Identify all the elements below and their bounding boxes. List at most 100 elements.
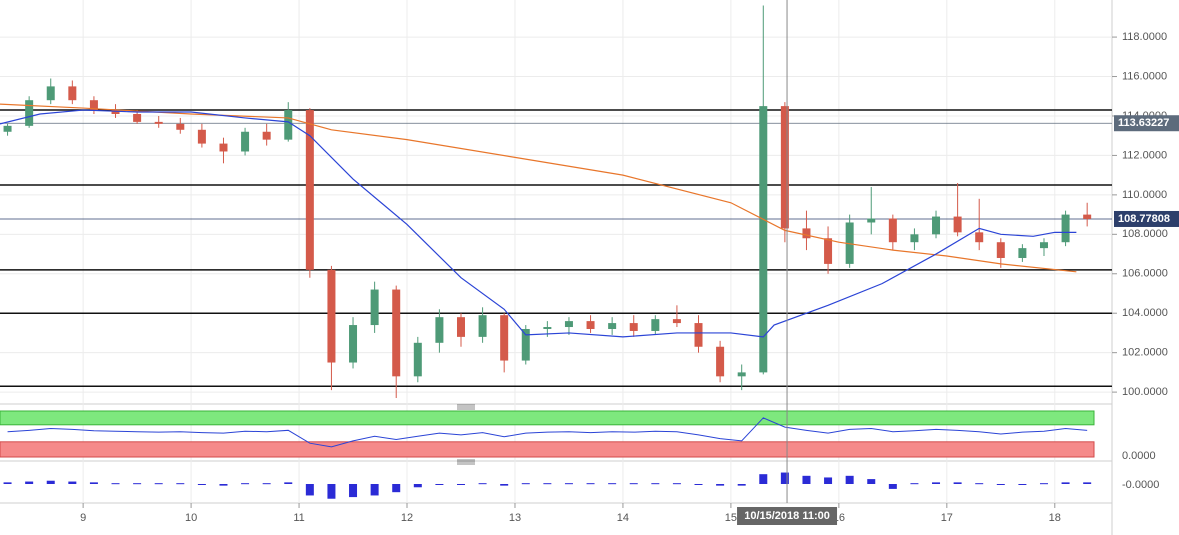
price-label: 113.63227 xyxy=(1118,117,1169,129)
price-label-box xyxy=(1114,115,1179,132)
candle-body xyxy=(737,372,746,377)
histogram-bar xyxy=(327,484,336,499)
histogram-bar xyxy=(521,483,530,485)
histogram-bar xyxy=(996,484,1005,485)
candle-body xyxy=(241,131,250,152)
histogram-bar xyxy=(176,483,185,485)
y-tick-label: 106.0000 xyxy=(1122,268,1168,280)
oscillator-tick-label: 0.0000 xyxy=(1122,450,1156,462)
histogram-bar xyxy=(694,484,703,485)
histogram-bar xyxy=(1061,482,1070,484)
candle-body xyxy=(1061,214,1070,243)
x-tick-label: 18 xyxy=(1049,512,1061,524)
candle-body xyxy=(500,315,509,361)
histogram-bar xyxy=(478,483,487,485)
candle-body xyxy=(824,238,833,264)
price-label-box xyxy=(1114,210,1179,227)
y-tick-label: 116.0000 xyxy=(1122,70,1167,82)
histogram-bar xyxy=(975,483,984,485)
histogram-bar xyxy=(111,483,120,485)
histogram-bar xyxy=(392,484,401,493)
candle-body xyxy=(716,346,725,377)
candle-body xyxy=(478,315,487,337)
candle-body xyxy=(586,321,595,329)
histogram-bar xyxy=(672,483,681,485)
x-tick-label: 10 xyxy=(185,512,197,524)
histogram-bar xyxy=(824,477,833,484)
histogram-bar xyxy=(349,484,358,498)
y-tick-label: 108.0000 xyxy=(1122,228,1168,240)
histogram-bar xyxy=(953,482,962,484)
histogram-bar xyxy=(910,483,919,485)
candle-body xyxy=(564,321,573,328)
candle-body xyxy=(154,121,163,124)
candle-body xyxy=(694,323,703,347)
x-tick-label: 12 xyxy=(401,512,413,524)
histogram-bar xyxy=(370,484,379,496)
histogram-bar xyxy=(500,484,509,486)
candle-body xyxy=(910,234,919,243)
candle-body xyxy=(68,86,77,101)
candle-body xyxy=(3,125,12,132)
histogram-bar xyxy=(3,482,12,484)
x-tick-label: 11 xyxy=(293,512,304,524)
candle-body xyxy=(1083,214,1092,219)
histogram-bar xyxy=(456,484,465,485)
candle-body xyxy=(219,143,228,152)
x-tick-label: 17 xyxy=(941,512,953,524)
histogram-bar xyxy=(780,472,789,484)
histogram-bar xyxy=(1083,482,1092,484)
candle-body xyxy=(1018,248,1027,258)
y-tick-label: 102.0000 xyxy=(1122,347,1168,359)
candle-body xyxy=(25,100,34,126)
candle-body xyxy=(111,110,120,115)
lower-zone xyxy=(0,441,1095,458)
candle-body xyxy=(780,106,789,229)
candle-body xyxy=(629,323,638,331)
candle-body xyxy=(996,242,1005,258)
histogram-bar xyxy=(25,481,34,484)
candle-body xyxy=(327,269,336,363)
histogram-bar xyxy=(1039,483,1048,485)
histogram-tick-label: -0.0000 xyxy=(1122,479,1159,491)
candle-body xyxy=(284,110,293,140)
histogram-bar xyxy=(413,484,422,488)
histogram-bar xyxy=(651,483,660,485)
y-tick-label: 104.0000 xyxy=(1122,307,1168,319)
y-tick-label: 110.0000 xyxy=(1122,189,1167,201)
candle-body xyxy=(370,289,379,326)
candle-body xyxy=(759,106,768,373)
histogram-bar xyxy=(802,475,811,484)
histogram-bar xyxy=(262,483,271,485)
candle-body xyxy=(1039,242,1048,249)
candle-body xyxy=(672,319,681,324)
oscillator-line xyxy=(7,417,1088,448)
histogram-bar xyxy=(716,484,725,486)
candle-body xyxy=(521,328,530,361)
candle-body xyxy=(133,114,142,122)
candle-body xyxy=(953,216,962,233)
candle-body xyxy=(305,110,314,270)
histogram-bar xyxy=(241,483,250,485)
candle-body xyxy=(392,289,401,377)
x-tick-label: 9 xyxy=(80,512,86,524)
candle-body xyxy=(867,218,876,223)
candle-body xyxy=(176,123,185,130)
candle-body xyxy=(932,216,941,235)
histogram-bar xyxy=(133,483,142,485)
histogram-bar xyxy=(586,483,595,485)
x-tick-label: 15 xyxy=(725,512,737,524)
x-tick-label: 14 xyxy=(617,512,629,524)
candle-body xyxy=(413,342,422,377)
histogram-bar xyxy=(1018,484,1027,485)
candle-body xyxy=(456,317,465,337)
histogram-bar xyxy=(284,482,293,484)
histogram-bar xyxy=(89,482,98,484)
histogram-bar xyxy=(888,484,897,489)
y-tick-label: 100.0000 xyxy=(1122,386,1168,398)
drag-handle[interactable] xyxy=(457,404,475,465)
histogram-bar xyxy=(759,474,768,484)
candle-body xyxy=(543,327,552,329)
histogram-bar xyxy=(608,483,617,485)
